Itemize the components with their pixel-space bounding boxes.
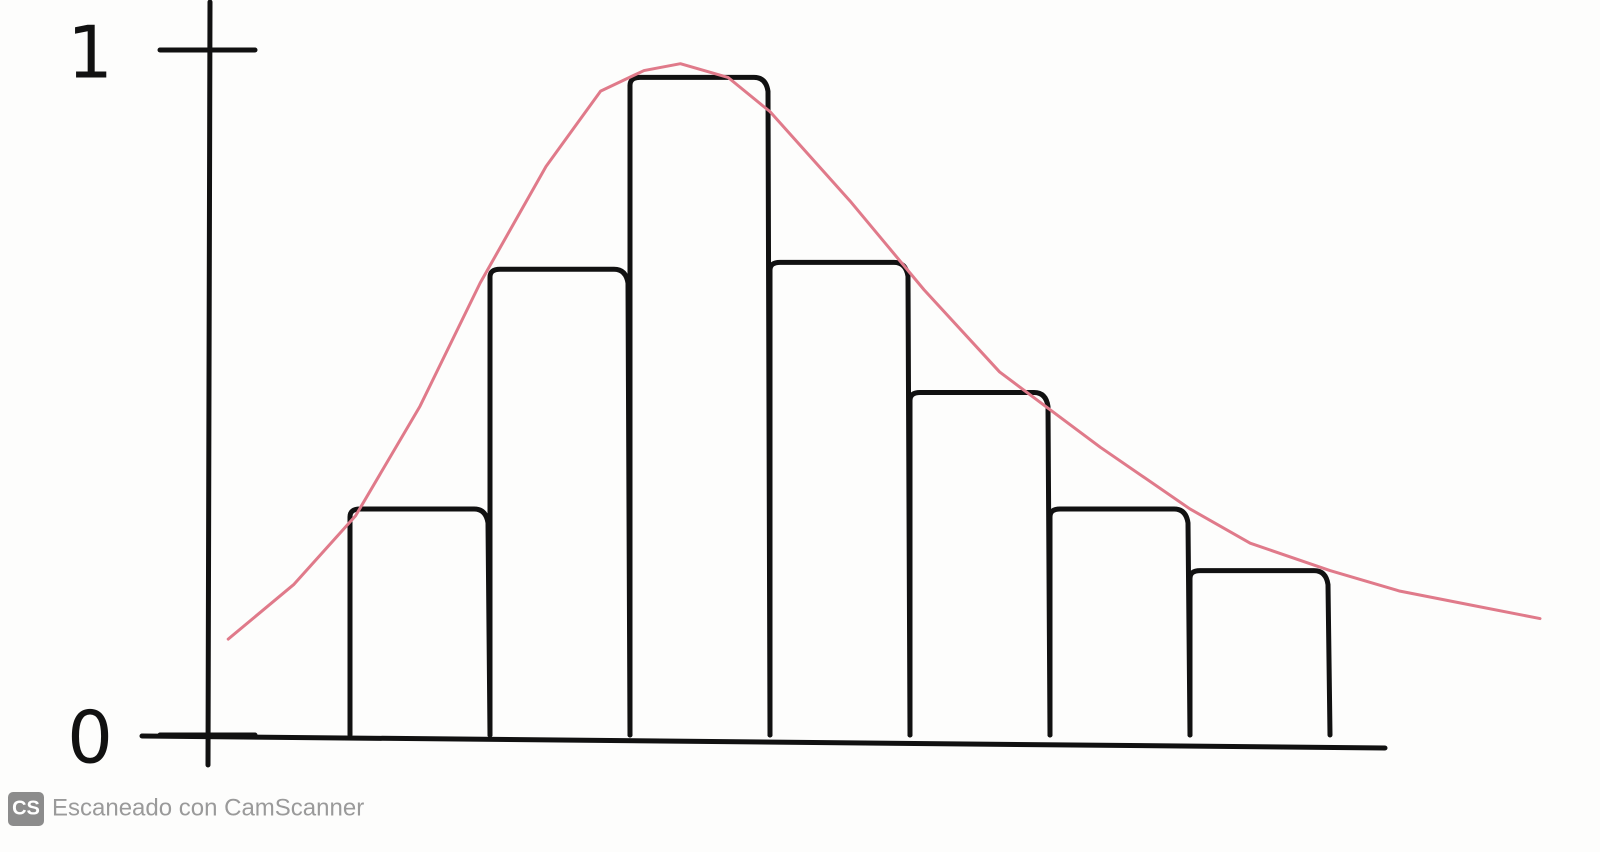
watermark-logo: CS [12, 797, 40, 819]
y-tick-label: 0 [67, 696, 113, 780]
bar [487, 266, 633, 738]
bar [767, 259, 913, 738]
curve [226, 62, 1542, 641]
watermark-logo-box [8, 792, 44, 826]
x-axis [139, 733, 1388, 751]
bar [1047, 506, 1193, 738]
y-axis [205, 0, 213, 768]
bar [347, 506, 493, 738]
bar [627, 74, 773, 738]
bar [1187, 568, 1333, 738]
bar [907, 390, 1053, 738]
y-tick-label: 1 [67, 11, 113, 95]
watermark: Escaneado con CamScanner [52, 794, 364, 821]
